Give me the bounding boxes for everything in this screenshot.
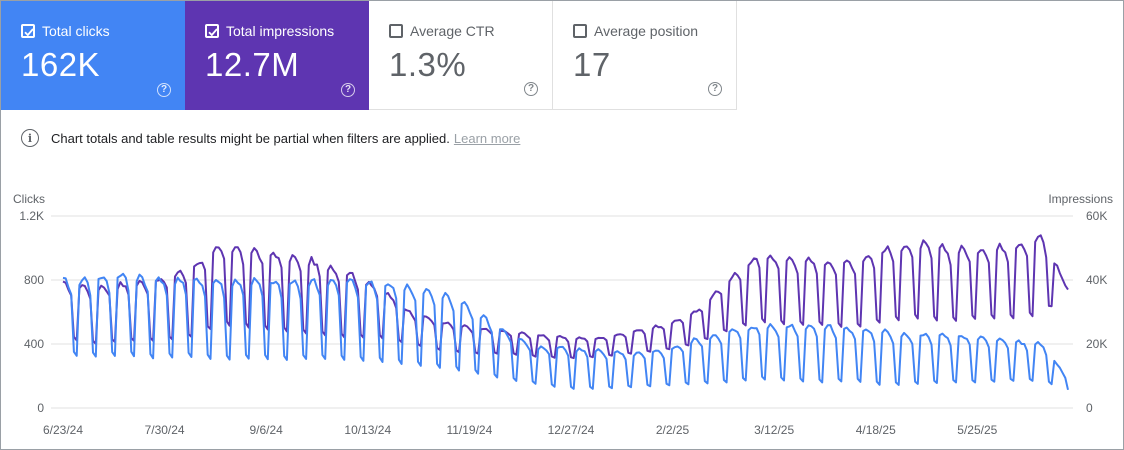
left-tick-label: 400 — [24, 337, 44, 351]
x-tick-label: 6/23/24 — [43, 423, 83, 437]
clicks-line — [62, 272, 1069, 391]
filter-notice: i Chart totals and table results might b… — [21, 127, 520, 149]
x-tick-label: 3/12/25 — [754, 423, 794, 437]
metric-value: 162K — [21, 46, 101, 83]
x-tick-label: 10/13/24 — [344, 423, 391, 437]
impressions-line — [62, 234, 1069, 360]
metric-value: 1.3% — [389, 46, 467, 83]
left-tick-label: 0 — [37, 401, 44, 415]
right-tick-label: 20K — [1086, 337, 1107, 351]
notice-text: Chart totals and table results might be … — [51, 130, 450, 146]
metric-label: Total impressions — [226, 23, 335, 39]
total-clicks-card[interactable]: Total clicks 162K? — [1, 1, 185, 110]
left-tick-label: 800 — [24, 273, 44, 287]
metric-cards: Total clicks 162K? Total impressions 12.7M?… — [1, 1, 737, 110]
checkbox-checked-icon[interactable] — [205, 24, 219, 38]
right-tick-label: 0 — [1086, 401, 1093, 415]
checkbox-checked-icon[interactable] — [21, 24, 35, 38]
right-tick-label: 40K — [1086, 273, 1107, 287]
x-tick-label: 4/18/25 — [856, 423, 896, 437]
average-position-card[interactable]: Average position 17? — [553, 1, 737, 110]
left-axis-title: Clicks — [13, 192, 45, 206]
checkbox-unchecked-icon[interactable] — [573, 24, 587, 38]
x-tick-label: 2/2/25 — [656, 423, 690, 437]
help-circle-icon[interactable]: ? — [157, 83, 171, 97]
x-tick-label: 9/6/24 — [249, 423, 283, 437]
learn-more-link[interactable]: Learn more — [453, 130, 521, 146]
metric-value: 17 — [573, 46, 611, 83]
help-circle-icon[interactable]: ? — [341, 83, 355, 97]
right-axis-title: Impressions — [1048, 192, 1113, 206]
help-circle-icon[interactable]: ? — [708, 82, 722, 96]
metric-label: Average CTR — [410, 23, 495, 39]
info-icon: i — [21, 129, 39, 147]
right-tick-label: 60K — [1086, 209, 1107, 223]
x-tick-label: 5/25/25 — [957, 423, 997, 437]
checkbox-unchecked-icon[interactable] — [389, 24, 403, 38]
x-tick-label: 12/27/24 — [548, 423, 595, 437]
x-tick-label: 11/19/24 — [446, 423, 492, 437]
performance-chart[interactable]: 0 0 400 20K 800 40K 1.2K 60K 6/23/24 7/30/24 9/6/2… — [1, 201, 1123, 446]
total-impressions-card[interactable]: Total impressions 12.7M? — [185, 1, 369, 110]
metric-label: Average position — [594, 23, 699, 39]
left-tick-label: 1.2K — [19, 209, 44, 223]
help-circle-icon[interactable]: ? — [524, 82, 538, 96]
metric-label: Total clicks — [42, 23, 110, 39]
x-tick-label: 7/30/24 — [145, 423, 185, 437]
metric-value: 12.7M — [205, 46, 300, 83]
average-ctr-card[interactable]: Average CTR 1.3%? — [369, 1, 553, 110]
